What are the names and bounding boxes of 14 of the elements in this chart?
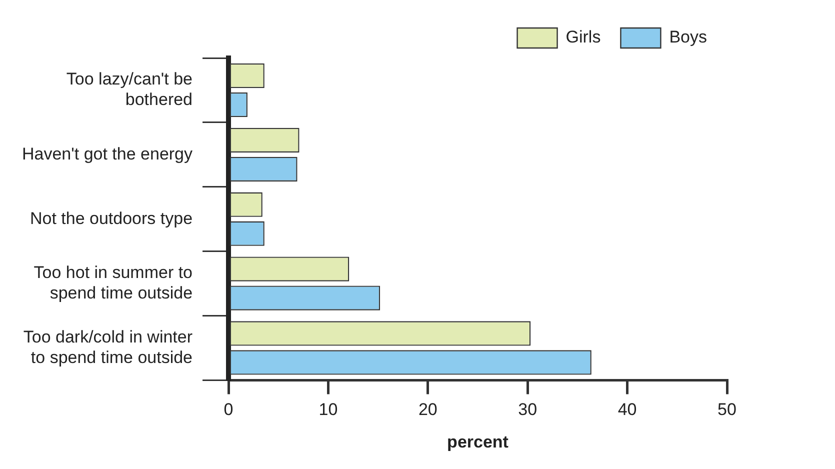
x-tick-label: 50 bbox=[718, 400, 736, 420]
x-tick-label: 20 bbox=[418, 400, 438, 420]
y-tick-label: Not the outdoors type bbox=[30, 208, 193, 228]
y-tick-label: Too hot in summer to spend time outside bbox=[34, 263, 193, 302]
x-tick-label: 10 bbox=[318, 400, 338, 420]
legend-label: Boys bbox=[669, 28, 708, 47]
legend-label: Girls bbox=[566, 28, 601, 47]
x-axis-title: percent bbox=[447, 432, 509, 452]
x-tick-label: 30 bbox=[518, 400, 538, 420]
y-tick-label: Too dark/cold in winter to spend time outside bbox=[23, 327, 193, 367]
y-tick-label: Too lazy/can't be bothered bbox=[66, 70, 193, 110]
y-tick-label: Haven't got the energy bbox=[22, 144, 194, 164]
x-tick-label: 0 bbox=[224, 400, 234, 420]
x-tick-label: 40 bbox=[618, 400, 637, 420]
